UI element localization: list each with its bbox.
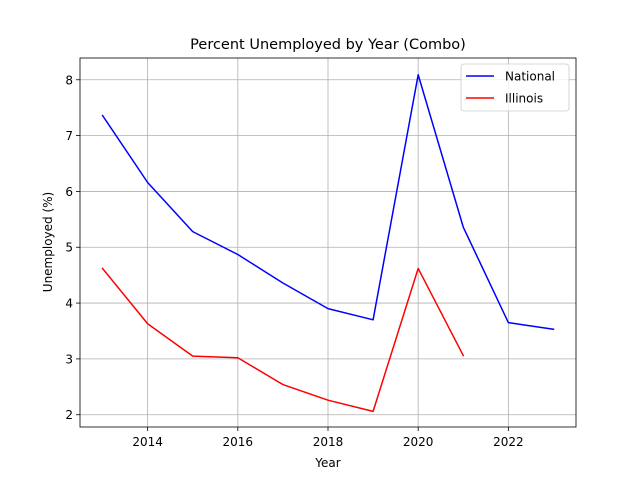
x-tick-label: 2014 bbox=[132, 435, 163, 449]
x-tick-label: 2022 bbox=[493, 435, 524, 449]
y-tick-label: 8 bbox=[65, 73, 73, 87]
x-tick-label: 2020 bbox=[403, 435, 434, 449]
y-axis-ticks: 2 3 4 5 6 7 8 bbox=[65, 73, 80, 422]
legend-label-illinois: Illinois bbox=[505, 92, 543, 106]
x-axis-ticks: 2014 2016 2018 2020 2022 bbox=[132, 427, 524, 449]
y-tick-label: 2 bbox=[65, 408, 73, 422]
series-line-illinois bbox=[101, 267, 465, 413]
x-axis-label: Year bbox=[314, 456, 340, 470]
x-tick-label: 2016 bbox=[223, 435, 254, 449]
y-tick-label: 5 bbox=[65, 241, 73, 255]
y-tick-label: 6 bbox=[65, 185, 73, 199]
legend-label-national: National bbox=[505, 70, 555, 84]
x-tick-label: 2018 bbox=[313, 435, 344, 449]
series-line-national bbox=[101, 74, 555, 331]
y-tick-label: 7 bbox=[65, 129, 73, 143]
y-tick-label: 4 bbox=[65, 297, 73, 311]
grid-lines bbox=[80, 58, 576, 427]
chart-title: Percent Unemployed by Year (Combo) bbox=[190, 37, 466, 53]
y-tick-label: 3 bbox=[65, 352, 73, 366]
series-lines bbox=[101, 74, 555, 413]
legend: National Illinois bbox=[460, 63, 570, 112]
y-axis-label: Unemployed (%) bbox=[41, 192, 55, 292]
